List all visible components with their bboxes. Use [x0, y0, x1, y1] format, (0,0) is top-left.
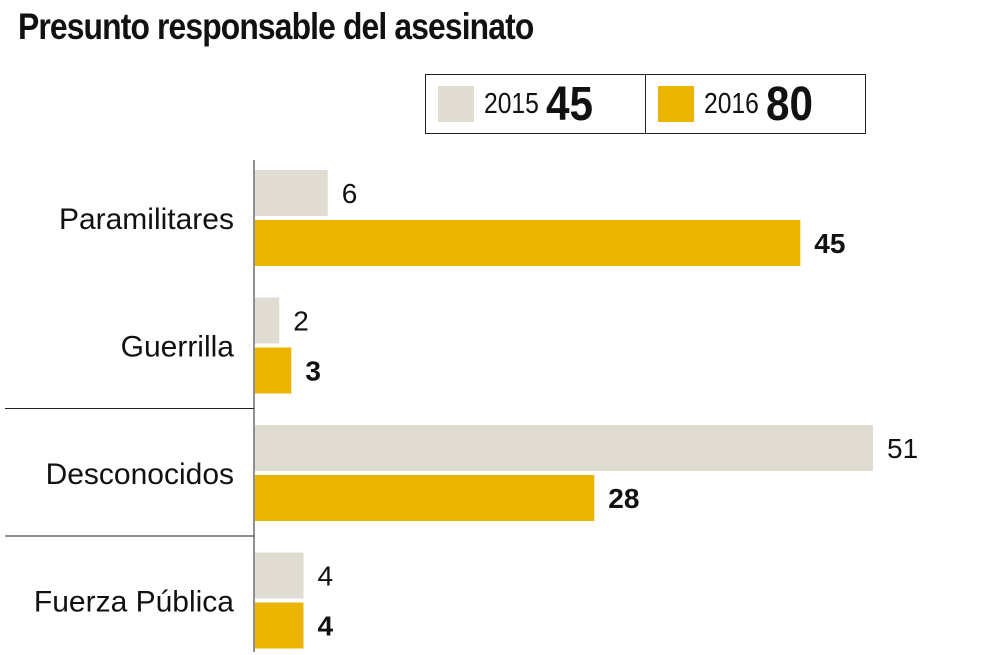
data-label-2016-fuerza-publica: 4 — [317, 611, 333, 642]
category-label-desconocidos: Desconocidos — [46, 458, 234, 491]
data-label-2016-paramilitares: 45 — [814, 228, 845, 259]
bar-2015-fuerza-publica — [255, 552, 304, 599]
data-label-2015-fuerza-publica: 4 — [317, 561, 333, 592]
bar-2015-desconocidos — [255, 425, 873, 471]
bar-2016-paramilitares — [255, 220, 801, 266]
legend-item-2016: 2016 80 — [645, 75, 865, 133]
category-label-fuerza-publica: Fuerza Pública — [34, 586, 234, 619]
bar-2016-desconocidos — [255, 475, 595, 521]
data-label-2016-guerrilla: 3 — [305, 356, 321, 387]
legend-total-2015: 45 — [546, 77, 593, 131]
bar-2015-guerrilla — [255, 297, 280, 344]
data-label-2015-guerrilla: 2 — [293, 306, 309, 337]
chart-title: Presunto responsable del asesinato — [18, 6, 534, 47]
bar-2015-paramilitares — [255, 170, 328, 216]
legend-year-2016: 2016 — [704, 87, 759, 120]
legend-total-2016: 80 — [766, 77, 813, 131]
bar-2016-guerrilla — [255, 347, 292, 394]
category-label-paramilitares: Paramilitares — [59, 203, 234, 236]
legend: 2015 45 2016 80 — [425, 74, 866, 134]
legend-swatch-2015 — [438, 86, 474, 122]
data-label-2016-desconocidos: 28 — [608, 483, 639, 514]
legend-swatch-2016 — [658, 86, 694, 122]
data-label-2015-desconocidos: 51 — [887, 433, 918, 464]
legend-year-2015: 2015 — [484, 87, 539, 120]
category-label-guerrilla: Guerrilla — [121, 331, 235, 364]
data-label-2015-paramilitares: 6 — [342, 178, 358, 209]
legend-item-2015: 2015 45 — [426, 75, 645, 133]
bar-2016-fuerza-publica — [255, 602, 304, 649]
